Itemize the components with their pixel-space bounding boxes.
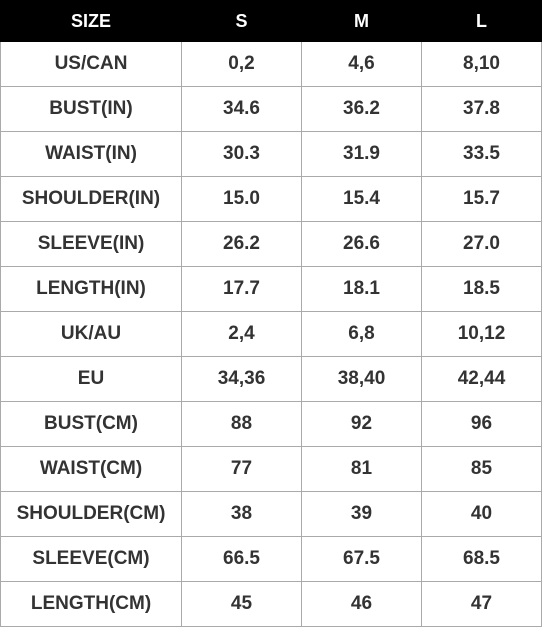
- size-value: 68.5: [421, 536, 542, 582]
- size-value: 33.5: [421, 131, 542, 177]
- size-value: 96: [421, 401, 542, 447]
- size-value: 31.9: [301, 131, 422, 177]
- row-label: US/CAN: [0, 41, 182, 87]
- row-label: WAIST(CM): [0, 446, 182, 492]
- table-row: SHOULDER(IN) 15.0 15.4 15.7: [0, 176, 542, 222]
- header-row: SIZE S M L: [0, 0, 542, 42]
- size-value: 6,8: [301, 311, 422, 357]
- size-value: 34,36: [181, 356, 302, 402]
- table-body: US/CAN 0,2 4,6 8,10 BUST(IN) 34.6 36.2 37.8 WAIS…: [0, 41, 542, 627]
- size-value: 34.6: [181, 86, 302, 132]
- size-value: 10,12: [421, 311, 542, 357]
- table-row: SHOULDER(CM) 38 39 40: [0, 491, 542, 537]
- row-label: BUST(IN): [0, 86, 182, 132]
- row-label: LENGTH(CM): [0, 581, 182, 627]
- size-value: 4,6: [301, 41, 422, 87]
- size-value: 38,40: [301, 356, 422, 402]
- size-value: 8,10: [421, 41, 542, 87]
- size-value: 47: [421, 581, 542, 627]
- header-cell: SIZE: [0, 0, 182, 42]
- row-label: SHOULDER(CM): [0, 491, 182, 537]
- size-value: 37.8: [421, 86, 542, 132]
- row-label: LENGTH(IN): [0, 266, 182, 312]
- row-label: SLEEVE(CM): [0, 536, 182, 582]
- size-value: 17.7: [181, 266, 302, 312]
- table-row: US/CAN 0,2 4,6 8,10: [0, 41, 542, 87]
- size-value: 66.5: [181, 536, 302, 582]
- size-value: 27.0: [421, 221, 542, 267]
- table-row: LENGTH(IN) 17.7 18.1 18.5: [0, 266, 542, 312]
- size-value: 26.6: [301, 221, 422, 267]
- header-cell: S: [181, 0, 302, 42]
- table-row: EU 34,36 38,40 42,44: [0, 356, 542, 402]
- size-value: 40: [421, 491, 542, 537]
- table-row: LENGTH(CM) 45 46 47: [0, 581, 542, 627]
- row-label: EU: [0, 356, 182, 402]
- size-value: 26.2: [181, 221, 302, 267]
- size-value: 38: [181, 491, 302, 537]
- row-label: SLEEVE(IN): [0, 221, 182, 267]
- size-value: 0,2: [181, 41, 302, 87]
- size-value: 88: [181, 401, 302, 447]
- table-row: SLEEVE(IN) 26.2 26.6 27.0: [0, 221, 542, 267]
- size-value: 85: [421, 446, 542, 492]
- size-value: 18.5: [421, 266, 542, 312]
- size-value: 30.3: [181, 131, 302, 177]
- row-label: SHOULDER(IN): [0, 176, 182, 222]
- header-cell: M: [301, 0, 422, 42]
- size-value: 18.1: [301, 266, 422, 312]
- size-value: 46: [301, 581, 422, 627]
- size-value: 15.0: [181, 176, 302, 222]
- size-value: 2,4: [181, 311, 302, 357]
- size-value: 39: [301, 491, 422, 537]
- size-value: 45: [181, 581, 302, 627]
- size-value: 15.4: [301, 176, 422, 222]
- size-value: 67.5: [301, 536, 422, 582]
- size-value: 81: [301, 446, 422, 492]
- size-value: 42,44: [421, 356, 542, 402]
- table-row: WAIST(IN) 30.3 31.9 33.5: [0, 131, 542, 177]
- table-row: BUST(IN) 34.6 36.2 37.8: [0, 86, 542, 132]
- table-row: BUST(CM) 88 92 96: [0, 401, 542, 447]
- table-row: WAIST(CM) 77 81 85: [0, 446, 542, 492]
- size-value: 92: [301, 401, 422, 447]
- row-label: BUST(CM): [0, 401, 182, 447]
- size-value: 15.7: [421, 176, 542, 222]
- table-row: SLEEVE(CM) 66.5 67.5 68.5: [0, 536, 542, 582]
- size-value: 77: [181, 446, 302, 492]
- table-row: UK/AU 2,4 6,8 10,12: [0, 311, 542, 357]
- header-cell: L: [421, 0, 542, 42]
- size-value: 36.2: [301, 86, 422, 132]
- row-label: WAIST(IN): [0, 131, 182, 177]
- row-label: UK/AU: [0, 311, 182, 357]
